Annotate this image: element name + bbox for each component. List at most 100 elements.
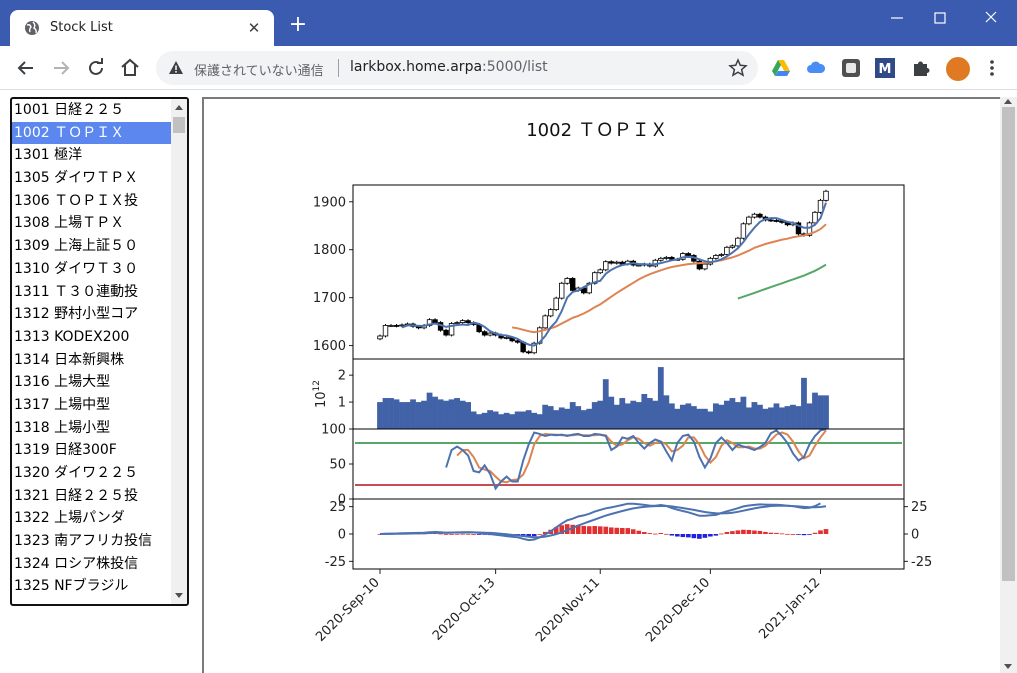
stock-list-item[interactable]: 1318 上場小型: [14, 419, 111, 436]
candle-body: [382, 325, 389, 337]
candle-body: [393, 325, 400, 327]
stock-list[interactable]: 1001 日経２２５ 1002 ＴＯＰＩＸ 1301 極洋 1305 ダイワＴＰＸ 13…: [10, 97, 189, 606]
macd-histogram-bar: [653, 533, 658, 535]
candle-body: [795, 222, 802, 235]
stock-list-item[interactable]: 1320 ダイワ２２５: [14, 465, 139, 481]
scroll-up-icon[interactable]: [175, 105, 183, 110]
macd-histogram-bar: [801, 534, 807, 536]
volume-bar: [547, 406, 554, 429]
page-scroll-down-icon[interactable]: [1004, 664, 1012, 669]
volume-axis-label: 1012: [312, 380, 329, 408]
close-icon[interactable]: ✕: [247, 19, 261, 37]
stock-list-item[interactable]: 1310 ダイワＴ３０: [14, 260, 139, 277]
candle-body: [702, 263, 708, 270]
y-tick-label: 25: [329, 500, 346, 515]
puzzle-icon[interactable]: [910, 57, 932, 79]
page-scrollbar[interactable]: [1000, 97, 1017, 673]
stock-list-item[interactable]: 1316 上場大型: [14, 374, 111, 391]
extension-icon[interactable]: [840, 57, 862, 79]
macd-histogram-bar: [779, 533, 785, 535]
scroll-thumb[interactable]: [173, 117, 185, 133]
candle-body: [817, 199, 824, 213]
stock-list-item[interactable]: 1309 上海上証５０: [14, 238, 139, 255]
back-arrow-icon[interactable]: [14, 56, 38, 80]
stock-list-item[interactable]: 1308 上場ＴＰＸ: [14, 215, 125, 232]
volume-bar: [569, 402, 576, 429]
stock-list-item[interactable]: 1319 日経300F: [14, 442, 117, 459]
avatar[interactable]: [946, 57, 970, 81]
star-icon[interactable]: [728, 58, 748, 78]
volume-bar: [597, 400, 604, 429]
maximize-icon[interactable]: [925, 6, 955, 30]
x-tick-label: 2020-Oct-13: [430, 575, 498, 643]
macd-histogram-bar: [708, 534, 713, 537]
forward-arrow-icon[interactable]: [49, 56, 73, 80]
stock-list-item[interactable]: 1325 NFブラジル: [14, 578, 129, 595]
volume-bar: [399, 402, 405, 429]
m-extension-icon[interactable]: M: [874, 57, 896, 79]
volume-bar: [487, 410, 494, 429]
stock-list-item[interactable]: 1321 日経２２５投: [14, 487, 139, 504]
minimize-icon[interactable]: [882, 6, 912, 30]
macd-histogram-bar: [713, 534, 719, 536]
stock-list-item[interactable]: 1314 日本新興株: [14, 351, 125, 368]
stock-list-item[interactable]: 1313 KODEX200: [14, 328, 130, 345]
stock-list-item[interactable]: 1001 日経２２５: [14, 102, 125, 118]
menu-dots-icon[interactable]: [984, 58, 1000, 78]
y-tick-label: 25: [911, 500, 928, 515]
stock-list-scrollbar[interactable]: [171, 99, 187, 604]
candle-body: [713, 255, 719, 259]
y-tick-label: 2: [338, 369, 346, 384]
stoch-d-line: [456, 429, 827, 484]
page-scroll-thumb[interactable]: [1002, 107, 1015, 581]
volume-bar: [465, 402, 471, 429]
plus-icon[interactable]: +: [288, 12, 308, 37]
macd-histogram-bar: [636, 530, 642, 534]
reload-icon[interactable]: [84, 56, 108, 80]
stock-list-item[interactable]: 1317 上場中型: [14, 396, 111, 413]
candle-body: [696, 260, 703, 270]
security-label[interactable]: 保護されていない通信: [194, 64, 324, 79]
macd-histogram-bar: [575, 524, 581, 534]
candle-body: [614, 261, 620, 264]
url-text[interactable]: larkbox.home.arpa:5000/list: [350, 59, 548, 75]
macd-histogram-bar: [664, 533, 669, 535]
google-drive-icon[interactable]: [770, 57, 792, 79]
candle-body: [448, 323, 455, 336]
url-path: :5000/list: [482, 59, 548, 75]
url-host: larkbox.home.arpa: [350, 59, 483, 75]
volume-bar: [470, 411, 477, 429]
stock-list-item[interactable]: 1312 野村小型コア: [14, 306, 139, 323]
address-bar[interactable]: 保護されていない通信 larkbox.home.arpa:5000/list: [156, 51, 758, 85]
stock-list-item[interactable]: 1323 南アフリカ投信: [14, 533, 153, 550]
volume-bar: [393, 399, 400, 429]
volume-bar: [630, 400, 637, 429]
volume-bar: [564, 408, 571, 429]
stock-list-item[interactable]: 1322 上場パンダ: [14, 510, 125, 527]
warning-icon[interactable]: [168, 60, 184, 76]
stock-list-item[interactable]: 1306 ＴＯＰＩＸ投: [14, 192, 139, 209]
stock-list-item[interactable]: 1301 極洋: [14, 147, 83, 164]
stock-list-item[interactable]: 1002 ＴＯＰＩＸ: [12, 121, 171, 145]
stock-chart: 1002 ＴＯＰＩＸ 1600 1700 1800 1900 1 2 1012 0 50 100 -…: [312, 120, 932, 645]
browser-tab[interactable]: Stock List ✕: [10, 10, 274, 46]
macd-histogram-bar: [449, 534, 454, 535]
volume-bar: [619, 398, 626, 429]
y-tick-label: 0: [338, 528, 346, 543]
ma25-line: [511, 223, 827, 334]
omnibox-separator: [338, 59, 339, 77]
cloud-icon[interactable]: [805, 57, 827, 79]
volume-bar: [421, 400, 427, 429]
macd-histogram-bar: [669, 534, 675, 536]
stock-list-item[interactable]: 1324 ロシア株投信: [14, 555, 139, 572]
volume-bar: [751, 402, 758, 429]
scroll-down-icon[interactable]: [175, 593, 183, 598]
volume-bar: [443, 400, 449, 429]
volume-bar: [657, 367, 664, 429]
macd-histogram-bar: [702, 534, 708, 538]
stock-list-item[interactable]: 1305 ダイワＴＰＸ: [14, 170, 139, 187]
page-scroll-up-icon[interactable]: [1004, 99, 1012, 104]
stock-list-item[interactable]: 1311 Ｔ３０連動投: [14, 283, 139, 300]
window-close-icon[interactable]: [976, 6, 1006, 30]
home-icon[interactable]: [118, 56, 142, 80]
